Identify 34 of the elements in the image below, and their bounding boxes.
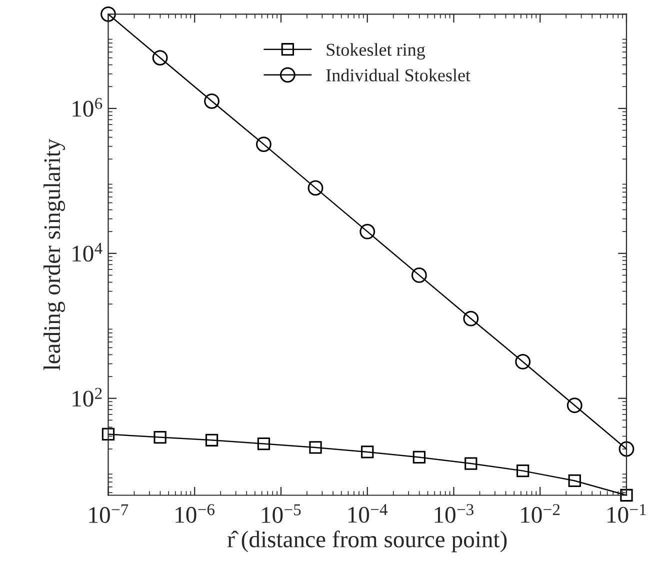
x-tick-label: 10$^{−1}$ — [608, 504, 646, 523]
point — [308, 180, 324, 196]
point — [204, 93, 220, 109]
point — [360, 224, 376, 240]
point — [205, 434, 218, 446]
point — [463, 310, 479, 326]
x-tick-label: 10$^{−2}$ — [521, 504, 560, 523]
point — [309, 441, 322, 454]
x-tick-label: 10$^{−6}$ — [176, 504, 214, 523]
point — [411, 267, 427, 283]
y-axis-title: leading order singularity — [44, 138, 66, 370]
point — [515, 354, 531, 370]
x-tick-label: 10$^{−7}$ — [89, 504, 128, 523]
point — [154, 430, 166, 444]
y-tick-label: 10$^{4}$ — [72, 242, 102, 262]
point — [152, 50, 168, 66]
point — [412, 450, 426, 464]
point — [618, 441, 634, 457]
point — [464, 457, 478, 470]
x-tick-label: 10$^{−5}$ — [262, 504, 301, 523]
point — [361, 446, 374, 458]
x-tick-label: 10$^{−3}$ — [434, 504, 474, 523]
legend-label: Stokeslet ring — [326, 43, 426, 60]
y-tick-label: 10$^{2}$ — [72, 388, 102, 407]
legend-label: Individual Stokeslet — [326, 68, 470, 82]
y-tick-label: 10$^{6}$ — [72, 98, 102, 117]
point — [257, 437, 270, 450]
point — [102, 428, 115, 441]
point — [568, 474, 581, 488]
x-tick-label: 10$^{−4}$ — [348, 504, 388, 523]
point — [256, 136, 272, 152]
x-axis-title: r̂ (distance from source point) — [228, 530, 507, 552]
point — [566, 398, 582, 414]
point — [516, 464, 530, 478]
